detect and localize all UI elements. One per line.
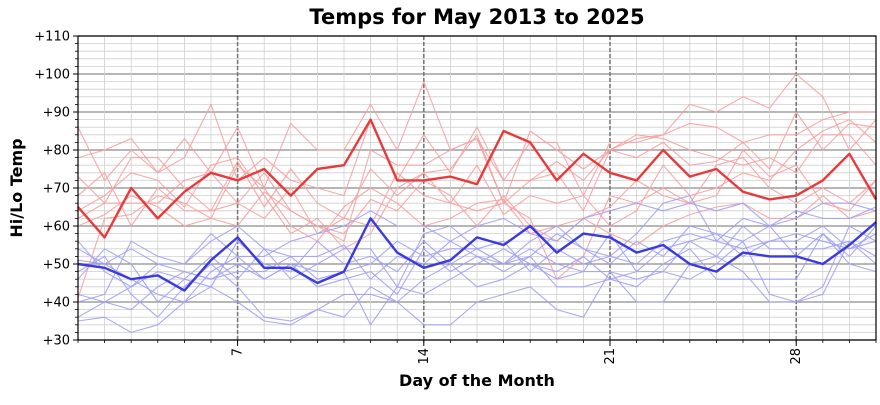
y-tick-label: +70 (43, 182, 70, 197)
y-tick-label: +40 (43, 296, 70, 311)
y-tick-label: +50 (43, 258, 70, 273)
y-tick-label: +80 (43, 144, 70, 159)
background-low-line-17 (77, 225, 877, 303)
background-low-line-18 (77, 225, 877, 280)
x-tick-label: 28 (789, 348, 804, 365)
x-tick-label: 7 (231, 348, 246, 356)
highlight-high-line-0 (77, 118, 878, 239)
background-series (77, 73, 877, 333)
y-tick-label: +100 (34, 68, 70, 83)
highlight-series (77, 118, 878, 292)
background-low-line-10 (77, 202, 877, 303)
x-tick-label: 21 (603, 348, 618, 365)
y-tick-label: +30 (43, 334, 70, 349)
y-tick-label: +90 (43, 106, 70, 121)
y-tick-label: +60 (43, 220, 70, 235)
axis-ticks: +30 +40 +50 +60 +70 +80 +90 +100 +110 7 14 21 28 (34, 30, 877, 365)
highlight-low-line-1 (77, 217, 877, 292)
chart-title: Temps for May 2013 to 2025 (309, 5, 644, 29)
y-axis-label: Hi/Lo Temp (7, 138, 26, 237)
background-high-line-6 (77, 119, 877, 235)
y-tick-label: +110 (34, 30, 70, 45)
x-tick-label: 14 (417, 348, 432, 365)
background-high-line-9 (77, 149, 877, 280)
x-axis-label: Day of the Month (399, 371, 555, 390)
